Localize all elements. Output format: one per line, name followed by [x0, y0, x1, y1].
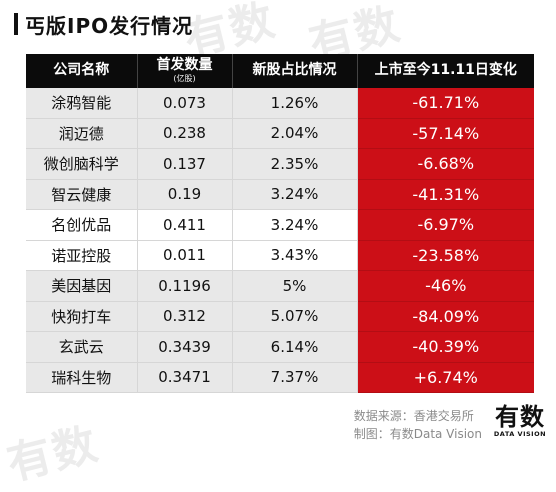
table-row: 玄武云 0.3439 6.14% -40.39%	[26, 331, 534, 363]
cell-ratio: 3.24%	[232, 209, 358, 241]
cell-shares: 0.19	[137, 179, 233, 210]
table-row: 诺亚控股 0.011 3.43% -23.58%	[26, 240, 534, 271]
cell-company: 玄武云	[26, 331, 138, 363]
cell-ratio: 3.43%	[232, 240, 358, 271]
table-row: 快狗打车 0.312 5.07% -84.09%	[26, 301, 534, 332]
cell-shares: 0.3471	[137, 362, 233, 393]
table-row: 涂鸦智能 0.073 1.26% -61.71%	[26, 88, 534, 119]
cell-change: +6.74%	[357, 362, 534, 393]
cell-company: 智云健康	[26, 179, 138, 210]
cell-shares: 0.137	[137, 148, 233, 180]
cell-shares: 0.411	[137, 209, 233, 241]
cell-company: 名创优品	[26, 209, 138, 241]
cell-ratio: 7.37%	[232, 362, 358, 393]
cell-company: 润迈德	[26, 118, 138, 149]
cell-change: -40.39%	[357, 331, 534, 363]
title-block: 丐版IPO发行情况	[14, 11, 194, 38]
brand-logo-en: DATA VISION	[493, 430, 547, 438]
table-header-row: 公司名称 首发数量 (亿股) 新股占比情况 上市至今11.11日变化	[26, 54, 534, 88]
header-change: 上市至今11.11日变化	[357, 54, 534, 88]
cell-change: -57.14%	[357, 118, 534, 149]
cell-company: 快狗打车	[26, 301, 138, 332]
ipo-table: 公司名称 首发数量 (亿股) 新股占比情况 上市至今11.11日变化 涂鸦智能 0…	[26, 54, 534, 393]
cell-ratio: 3.24%	[232, 179, 358, 210]
footer-notes: 数据来源：香港交易所 制图：有数Data Vision	[354, 407, 482, 443]
table-row: 微创脑科学 0.137 2.35% -6.68%	[26, 148, 534, 180]
cell-company: 美因基因	[26, 270, 138, 302]
cell-shares: 0.3439	[137, 331, 233, 363]
brand-logo: 有数 DATA VISION	[492, 404, 548, 438]
watermark: 有数	[2, 418, 104, 491]
cell-company: 瑞科生物	[26, 362, 138, 393]
brand-logo-cn: 有数	[495, 403, 545, 431]
cell-ratio: 1.26%	[232, 88, 358, 119]
cell-ratio: 2.04%	[232, 118, 358, 149]
cell-change: -41.31%	[357, 179, 534, 210]
cell-ratio: 6.14%	[232, 331, 358, 363]
cell-change: -61.71%	[357, 88, 534, 119]
header-company: 公司名称	[26, 54, 138, 88]
table-row: 美因基因 0.1196 5% -46%	[26, 270, 534, 302]
table-row: 名创优品 0.411 3.24% -6.97%	[26, 209, 534, 241]
table-row: 瑞科生物 0.3471 7.37% +6.74%	[26, 362, 534, 393]
cell-change: -23.58%	[357, 240, 534, 271]
header-shares-unit: (亿股)	[173, 73, 196, 83]
header-ratio: 新股占比情况	[232, 54, 358, 88]
cell-shares: 0.1196	[137, 270, 233, 302]
cell-change: -6.68%	[357, 148, 534, 180]
cell-ratio: 5%	[232, 270, 358, 302]
cell-change: -46%	[357, 270, 534, 302]
title-accent-bar	[14, 13, 18, 35]
cell-shares: 0.312	[137, 301, 233, 332]
table-row: 润迈德 0.238 2.04% -57.14%	[26, 118, 534, 149]
cell-company: 诺亚控股	[26, 240, 138, 271]
cell-ratio: 5.07%	[232, 301, 358, 332]
cell-shares: 0.011	[137, 240, 233, 271]
page-title: 丐版IPO发行情况	[25, 13, 194, 38]
cell-ratio: 2.35%	[232, 148, 358, 180]
source-note: 数据来源：香港交易所	[353, 409, 474, 423]
cell-shares: 0.073	[137, 88, 233, 119]
maker-note: 制图：有数Data Vision	[353, 427, 482, 441]
table-row: 智云健康 0.19 3.24% -41.31%	[26, 179, 534, 210]
cell-company: 涂鸦智能	[26, 88, 138, 119]
cell-company: 微创脑科学	[26, 148, 138, 180]
cell-change: -84.09%	[357, 301, 534, 332]
cell-change: -6.97%	[357, 209, 534, 241]
cell-shares: 0.238	[137, 118, 233, 149]
header-shares: 首发数量 (亿股)	[137, 54, 233, 88]
header-shares-label: 首发数量	[156, 57, 213, 74]
